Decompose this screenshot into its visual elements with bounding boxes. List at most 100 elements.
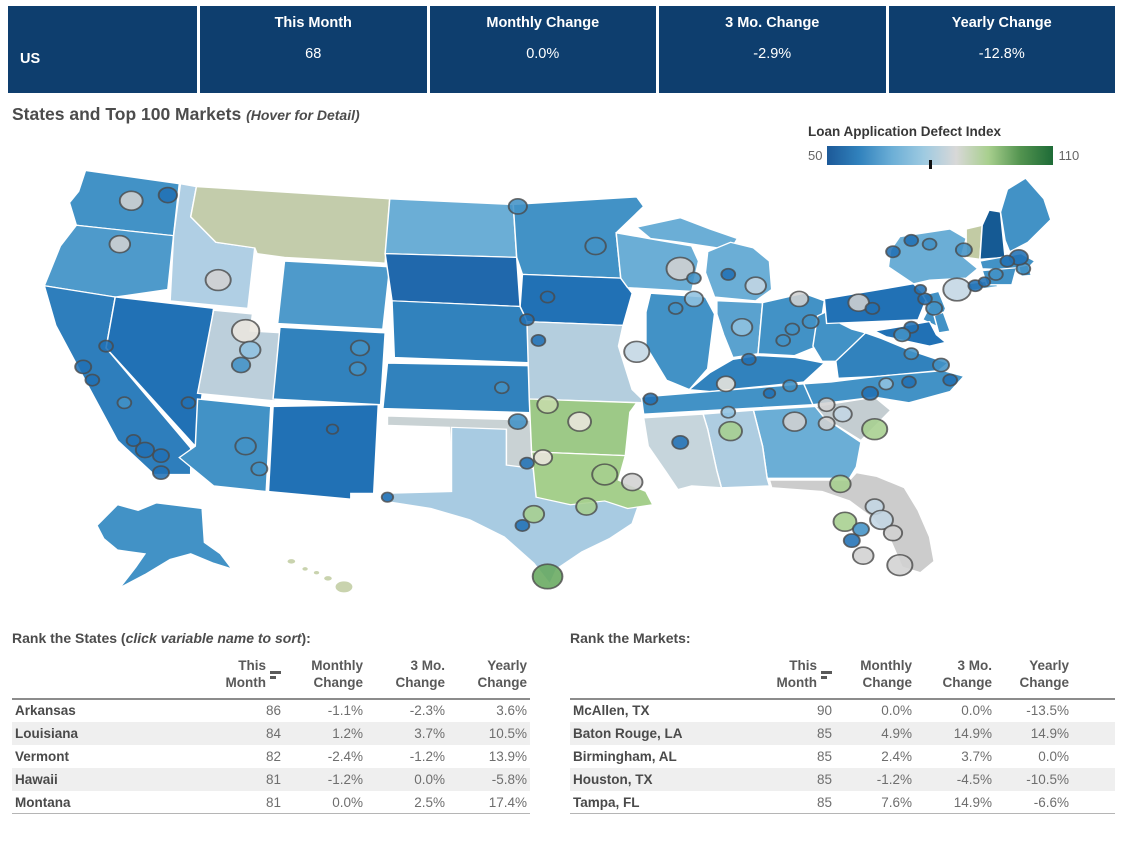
market-circle[interactable]	[151, 448, 170, 464]
market-circle[interactable]	[108, 234, 132, 254]
state-MO[interactable]	[526, 320, 648, 404]
market-circle[interactable]	[539, 290, 556, 304]
market-circle[interactable]	[954, 242, 973, 258]
state-OR[interactable]	[43, 224, 175, 298]
market-circle[interactable]	[514, 519, 531, 532]
market-circle[interactable]	[817, 416, 836, 431]
market-circle[interactable]	[584, 236, 607, 256]
market-circle[interactable]	[230, 318, 261, 344]
market-circle[interactable]	[683, 290, 705, 308]
state-MS[interactable]	[642, 413, 723, 491]
market-circle[interactable]	[718, 420, 743, 442]
market-circle[interactable]	[519, 456, 535, 470]
market-circle[interactable]	[942, 277, 972, 302]
market-circle[interactable]	[925, 300, 944, 316]
market-circle[interactable]	[623, 340, 651, 363]
market-circle[interactable]	[238, 340, 262, 360]
market-circle[interactable]	[567, 411, 592, 432]
market-circle[interactable]	[832, 405, 853, 423]
market-circle[interactable]	[204, 268, 232, 292]
market-circle[interactable]	[885, 245, 901, 259]
market-circle[interactable]	[886, 553, 914, 577]
state-NM[interactable]	[267, 404, 380, 500]
markets-col-3mo-change[interactable]: 3 Mo. Change	[942, 658, 992, 690]
state-HI[interactable]	[286, 557, 354, 594]
market-circle[interactable]	[493, 381, 510, 395]
market-circle[interactable]	[380, 491, 395, 503]
state-IA[interactable]	[519, 273, 633, 326]
market-circle[interactable]	[864, 301, 881, 315]
market-circle[interactable]	[878, 377, 894, 391]
market-circle[interactable]	[782, 379, 798, 393]
market-circle[interactable]	[118, 190, 144, 211]
market-circle[interactable]	[842, 533, 861, 549]
market-circle[interactable]	[84, 373, 101, 387]
markets-col-this-month[interactable]: This Month	[755, 656, 835, 699]
market-circle[interactable]	[348, 361, 367, 377]
state-AZ[interactable]	[178, 398, 272, 493]
market-circle[interactable]	[522, 504, 546, 524]
markets-col-yearly-change[interactable]: Yearly Change	[1019, 658, 1069, 690]
market-circle[interactable]	[134, 441, 156, 459]
market-circle[interactable]	[903, 233, 920, 247]
market-circle[interactable]	[977, 276, 992, 288]
market-circle[interactable]	[667, 301, 684, 315]
market-circle[interactable]	[507, 198, 528, 215]
market-circle[interactable]	[789, 290, 810, 308]
market-circle[interactable]	[882, 524, 904, 542]
market-circle[interactable]	[932, 357, 950, 373]
market-circle[interactable]	[921, 237, 938, 251]
state-WY[interactable]	[276, 260, 391, 330]
market-circle[interactable]	[744, 276, 767, 296]
market-circle[interactable]	[861, 385, 880, 401]
state-VA[interactable]	[835, 332, 950, 379]
market-circle[interactable]	[532, 449, 554, 466]
states-col-yearly-change[interactable]: Yearly Change	[477, 658, 527, 690]
market-circle[interactable]	[784, 322, 801, 336]
market-circle[interactable]	[536, 395, 559, 414]
market-circle[interactable]	[720, 405, 737, 419]
state-ME[interactable]	[999, 177, 1052, 253]
market-circle[interactable]	[116, 396, 133, 410]
market-circle[interactable]	[801, 314, 820, 329]
market-circle[interactable]	[829, 474, 852, 494]
market-circle[interactable]	[775, 333, 792, 347]
market-circle[interactable]	[620, 472, 644, 492]
market-circle[interactable]	[893, 327, 912, 343]
state-ND[interactable]	[384, 198, 518, 259]
state-AK[interactable]	[96, 502, 234, 589]
market-circle[interactable]	[715, 375, 737, 393]
market-circle[interactable]	[903, 347, 920, 361]
market-circle[interactable]	[762, 387, 777, 399]
markets-col-monthly-change[interactable]: Monthly Change	[860, 658, 912, 690]
market-circle[interactable]	[125, 434, 142, 447]
market-circle[interactable]	[665, 256, 695, 281]
states-col-3mo-change[interactable]: 3 Mo. Change	[395, 658, 445, 690]
market-circle[interactable]	[999, 254, 1016, 268]
market-circle[interactable]	[988, 267, 1004, 281]
market-circle[interactable]	[98, 339, 114, 353]
state-LA[interactable]	[530, 451, 654, 510]
market-circle[interactable]	[861, 418, 889, 441]
market-circle[interactable]	[325, 423, 340, 435]
market-circle[interactable]	[642, 392, 659, 406]
market-circle[interactable]	[901, 375, 917, 389]
market-circle[interactable]	[942, 373, 958, 387]
market-circle[interactable]	[250, 461, 269, 477]
states-col-this-month[interactable]: This Month	[202, 656, 284, 699]
market-circle[interactable]	[851, 521, 870, 537]
market-circle[interactable]	[869, 509, 894, 531]
market-circle[interactable]	[782, 411, 808, 432]
state-FL[interactable]	[768, 471, 935, 574]
market-circle[interactable]	[591, 463, 619, 486]
market-circle[interactable]	[671, 435, 690, 450]
market-circle[interactable]	[230, 356, 252, 374]
market-circle[interactable]	[530, 333, 547, 347]
market-circle[interactable]	[180, 396, 197, 410]
market-circle[interactable]	[730, 317, 754, 337]
market-circle[interactable]	[157, 186, 178, 204]
market-circle[interactable]	[832, 511, 858, 532]
market-circle[interactable]	[575, 497, 598, 516]
market-circle[interactable]	[851, 546, 875, 565]
market-circle[interactable]	[507, 413, 528, 431]
